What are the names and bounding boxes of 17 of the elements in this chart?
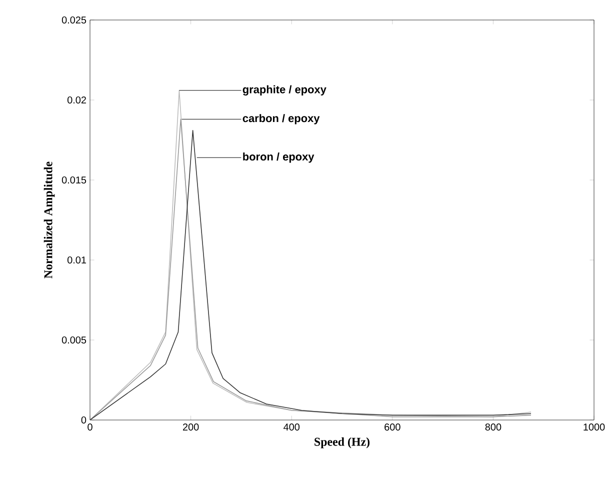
annotation: carbon / epoxy	[242, 114, 320, 124]
y-tick-label: 0.015	[62, 176, 86, 184]
x-tick-label: 0	[88, 424, 92, 431]
x-tick-label: 200	[182, 424, 199, 431]
y-tick-label: 0.01	[67, 256, 86, 264]
y-tick-label: 0.025	[62, 16, 86, 24]
x-tick-label: 1000	[584, 424, 605, 431]
y-tick-label: 0	[81, 416, 86, 424]
x-tick-label: 400	[284, 424, 300, 431]
x-axis-title: Speed (Hz)	[314, 437, 370, 448]
x-tick-label: 600	[384, 424, 400, 431]
annotation: graphite / epoxy	[242, 85, 326, 96]
y-tick-label: 0.005	[62, 336, 86, 344]
y-axis-title: Normalized Amplitude	[44, 162, 55, 278]
y-tick-label: 0.02	[67, 96, 86, 104]
x-tick-label: 800	[485, 424, 502, 431]
annotation: boron / epoxy	[243, 152, 314, 163]
